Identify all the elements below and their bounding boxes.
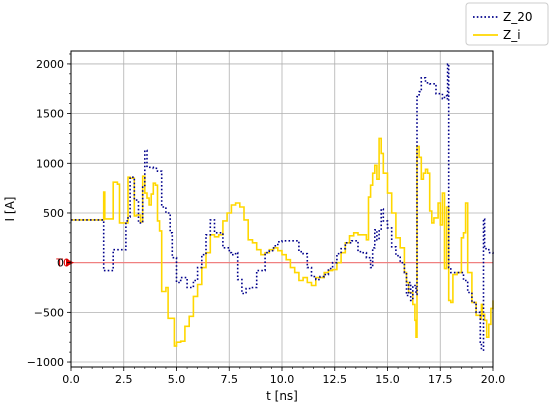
legend-label-z20: Z_20 xyxy=(503,10,533,24)
x-tick-label: 7.5 xyxy=(221,373,239,386)
series-line-zi xyxy=(71,137,494,347)
x-tick-label: 0.0 xyxy=(62,373,80,386)
reference-line-layer: T0 xyxy=(55,257,493,270)
series-layer xyxy=(71,63,494,351)
x-tick-label: 5.0 xyxy=(168,373,186,386)
x-tick-label: 17.5 xyxy=(428,373,453,386)
y-tick-label: −500 xyxy=(34,306,64,319)
y-tick-label: 0 xyxy=(57,257,64,270)
y-tick-label: 1000 xyxy=(36,157,64,170)
y-tick-label: −1000 xyxy=(27,356,64,369)
axis-ticks: 0.0 2.5 5.0 7.5 10.0 12.5 15.0 17.5 20.0 −1000 −50… xyxy=(27,53,506,386)
legend: Z_20 Z_i xyxy=(465,2,549,46)
y-tick-label: 500 xyxy=(43,207,64,220)
x-tick-label: 20.0 xyxy=(481,373,506,386)
y-axis-label: I [A] xyxy=(3,197,17,222)
x-tick-label: 15.0 xyxy=(375,373,400,386)
y-tick-label: 2000 xyxy=(36,58,64,71)
y-tick-label: 1500 xyxy=(36,108,64,121)
legend-label-zi: Z_i xyxy=(503,28,521,42)
x-tick-label: 12.5 xyxy=(323,373,348,386)
x-axis-label: t [ns] xyxy=(266,389,298,403)
x-tick-label: 10.0 xyxy=(270,373,295,386)
x-tick-label: 2.5 xyxy=(115,373,133,386)
